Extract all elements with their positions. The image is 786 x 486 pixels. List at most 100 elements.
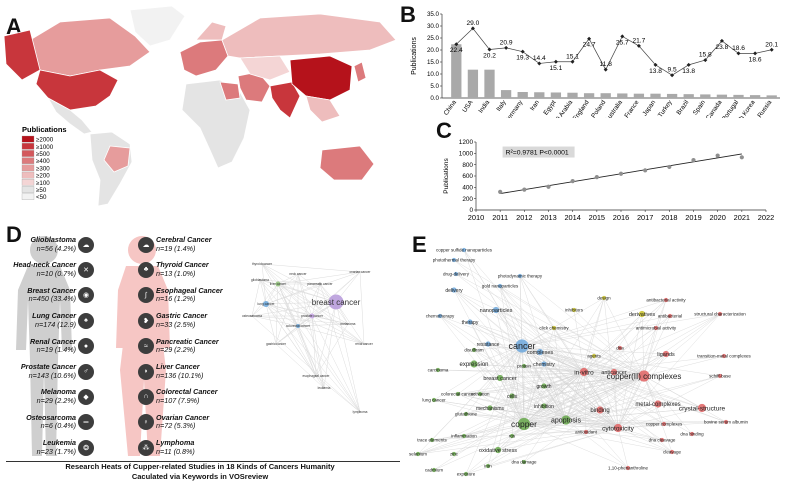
y-tick-label: 15.0 [427,59,440,66]
network-node [485,341,491,347]
network-edge [521,345,545,407]
data-point [594,175,599,180]
cancer-list-item: Leukemia n=23 (1.7%) ❂ [0,439,94,456]
cancer-count: n=29 (2.2%) [156,345,196,355]
network-node-label: glioblastoma [251,278,269,282]
network-node [347,323,349,325]
prostate-icon: ♂ [78,363,94,380]
network-edge [583,299,667,373]
network-edge [583,313,721,373]
network-edge [565,419,663,441]
network-edge [297,273,313,317]
cancer-count: n=72 (5.3%) [156,421,196,431]
network-node [451,257,457,263]
network-node [717,373,723,379]
network-edge [433,399,525,425]
network-edge [643,375,727,423]
network-edge [437,369,585,373]
network-edge [261,263,299,327]
network-node-label: copper complexes [646,422,683,427]
network-edge [643,375,693,435]
x-tick-label: Portugal [721,99,740,118]
network-node-label: inflammation [451,434,477,439]
x-tick-label: 2016 [613,213,629,222]
network-edge [465,427,619,475]
colon-icon: ∩ [138,388,154,405]
network-edge [359,271,365,345]
network-edge [583,371,673,453]
network-node [654,400,662,408]
network-edge [583,355,725,373]
cancer-list-item: Renal Cancer n=19 (1.4%) ● [0,337,94,355]
data-point [618,171,624,176]
network-edge [417,375,645,455]
blood-cell-icon: ❂ [78,439,94,456]
network-edge [583,371,727,423]
network-node-label: zinc [450,452,459,457]
network-node [613,423,623,433]
network-node [297,273,299,275]
network-edge [315,301,337,377]
cancer-list-item: Glioblastoma n=56 (4.2%) ☁ [0,235,94,253]
network-node [497,283,503,289]
cancer-count: n=13 (1.0%) [156,268,196,278]
network-edge [583,371,659,405]
bar [484,69,495,98]
network-edge [265,301,337,305]
network-edge [613,371,619,429]
cancer-label: Head-neck Cancer n=10 (0.7%) [13,261,76,278]
y-tick-label: 600 [462,173,473,180]
network-edge [523,421,727,425]
network-node-label: ros [509,434,516,439]
data-label: 18.6 [732,45,745,52]
network-node [275,343,277,345]
network-node-label: ovarian cancer [350,270,372,274]
network-node-label: design [597,296,611,301]
network-node-label: renal cancer [355,342,373,346]
data-point [715,153,720,158]
cancer-label: Liver Cancer n=136 (10.1%) [156,362,203,380]
network-node-label: lung cancer [422,398,446,403]
network-node [323,387,325,389]
network-edge [265,303,365,345]
network-node-label: binding [590,408,609,414]
network-edge [453,289,585,373]
network-edge [465,345,523,475]
network-edge [519,275,645,377]
network-node-label: resistance [477,342,500,348]
network-node [596,406,604,414]
data-point [739,155,744,160]
network-node [591,353,597,359]
network-edge [297,323,349,327]
network-node-label: cytotoxicity [602,425,635,432]
data-label: 13.8 [649,68,662,75]
network-edge [251,315,361,413]
network-node-label: derivatives [629,312,656,318]
network-node [610,368,618,376]
network-edge [643,299,667,377]
network-node-label: pancreatic cancer [307,282,333,286]
x-tick-label: Spain [692,99,707,117]
line-point [537,61,542,66]
network-node [509,433,515,439]
network-edge [617,421,727,429]
panel-letter-b: B [400,2,416,27]
data-label: 9.5 [668,67,677,74]
network-edge [431,427,619,441]
y-tick-label: 0 [469,207,473,214]
cancer-label: Osteosarcoma n=6 (0.4%) [26,413,76,431]
network-node-label: copper(II) complexes [607,372,682,381]
network-edge [457,371,585,395]
network-edge [565,407,703,421]
map-legend-title: Publications [22,125,67,134]
legend-label: <50 [36,194,47,201]
network-node-label: cancer [508,341,535,351]
cancer-list-item: ≈ Pancreatic Cancer n=29 (2.2%) [138,337,232,355]
network-edge [473,345,523,365]
cancer-name: Prostate Cancer [20,362,76,371]
network-edge [261,263,267,305]
network-node-label: antibacterial [658,314,682,319]
network-edge [417,345,523,455]
network-node-label: esophageal cancer [303,374,331,378]
data-point [667,164,672,170]
